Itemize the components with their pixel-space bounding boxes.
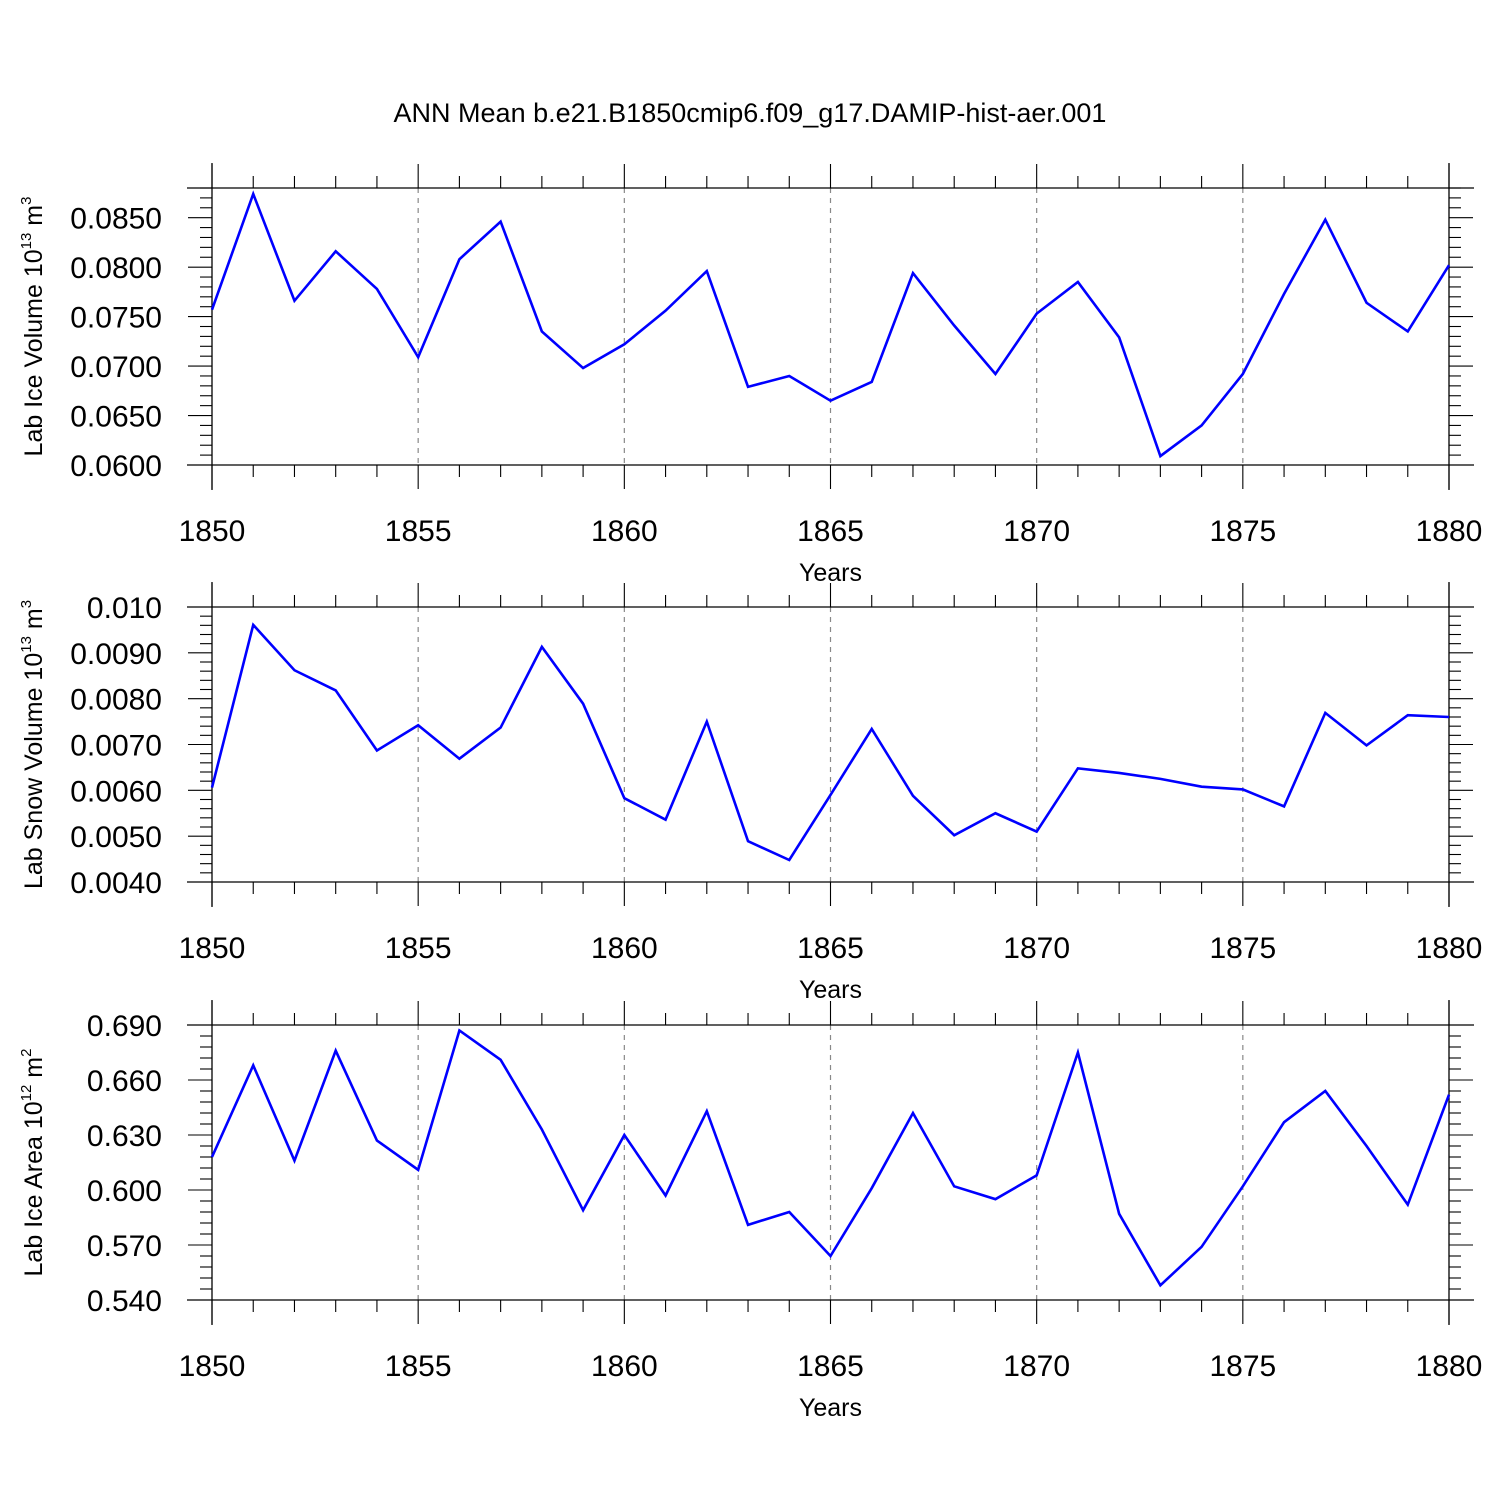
y-tick-label: 0.0700 — [70, 351, 162, 384]
x-axis-label: Years — [799, 559, 862, 587]
x-tick-label: 1865 — [797, 1350, 864, 1383]
x-tick-label: 1850 — [179, 1350, 246, 1383]
x-axis-label: Years — [799, 976, 862, 1004]
chart-panel-3: 0.540 0.570 0.600 0.630 0.660 0.690 1850 1855 18… — [18, 1000, 1482, 1422]
y-tick-label: 0.0650 — [70, 401, 162, 434]
y-tick-label: 0.0850 — [70, 203, 162, 236]
y-tick-label: 0.570 — [87, 1230, 162, 1263]
x-tick-label: 1850 — [179, 515, 246, 548]
x-tick-label: 1875 — [1209, 515, 1276, 548]
y-axis-label: Lab Ice Volume 1013 m3 — [18, 197, 48, 457]
x-tick-label: 1880 — [1416, 1350, 1483, 1383]
y-tick-label: 0.010 — [87, 592, 162, 625]
x-tick-label: 1855 — [385, 1350, 452, 1383]
x-tick-label: 1855 — [385, 515, 452, 548]
x-tick-label: 1870 — [1003, 1350, 1070, 1383]
y-tick-label: 0.0090 — [70, 638, 162, 671]
y-tick-label: 0.0040 — [70, 867, 162, 900]
y-tick-label: 0.540 — [87, 1285, 162, 1318]
y-tick-label: 0.0080 — [70, 684, 162, 717]
x-axis-label: Years — [799, 1394, 862, 1422]
x-tick-label: 1880 — [1416, 932, 1483, 965]
y-axis-label: Lab Snow Volume 1013 m3 — [18, 600, 48, 889]
x-tick-label: 1865 — [797, 515, 864, 548]
x-tick-label: 1870 — [1003, 515, 1070, 548]
y-axis-label: Lab Ice Area 1012 m2 — [18, 1049, 48, 1277]
y-tick-label: 0.660 — [87, 1065, 162, 1098]
x-tick-label: 1865 — [797, 932, 864, 965]
x-tick-label: 1875 — [1209, 932, 1276, 965]
y-tick-label: 0.0050 — [70, 821, 162, 854]
series-line — [210, 190, 1451, 459]
x-tick-label: 1875 — [1209, 1350, 1276, 1383]
x-tick-label: 1860 — [591, 932, 658, 965]
page-title: ANN Mean b.e21.B1850cmip6.f09_g17.DAMIP-… — [393, 98, 1107, 128]
x-tick-label: 1860 — [591, 515, 658, 548]
y-tick-label: 0.0060 — [70, 775, 162, 808]
y-tick-label: 0.630 — [87, 1120, 162, 1153]
y-tick-label: 0.0070 — [70, 730, 162, 763]
x-tick-label: 1860 — [591, 1350, 658, 1383]
y-tick-label: 0.0800 — [70, 252, 162, 285]
y-tick-label: 0.0600 — [70, 450, 162, 483]
y-tick-label: 0.690 — [87, 1010, 162, 1043]
x-tick-label: 1855 — [385, 932, 452, 965]
y-tick-label: 0.0750 — [70, 302, 162, 335]
x-tick-label: 1880 — [1416, 515, 1483, 548]
x-tick-label: 1850 — [179, 932, 246, 965]
x-tick-label: 1870 — [1003, 932, 1070, 965]
y-tick-label: 0.600 — [87, 1175, 162, 1208]
chart-panel-1: 0.0600 0.0650 0.0700 0.0750 0.0800 0.0850 1850… — [18, 163, 1482, 587]
chart-panel-2: 0.0040 0.0050 0.0060 0.0070 0.0080 0.0090 0.01… — [18, 582, 1482, 1004]
